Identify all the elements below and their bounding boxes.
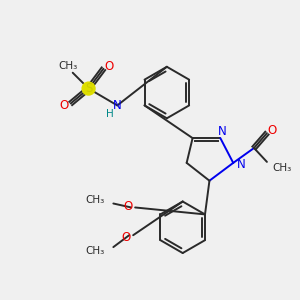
- Text: O: O: [124, 200, 133, 213]
- Circle shape: [82, 82, 95, 95]
- Text: N: N: [237, 158, 245, 171]
- Text: S: S: [85, 82, 92, 95]
- Text: CH₃: CH₃: [58, 61, 77, 71]
- Text: CH₃: CH₃: [273, 163, 292, 173]
- Text: N: N: [218, 125, 227, 138]
- Text: O: O: [122, 231, 131, 244]
- Text: CH₃: CH₃: [85, 246, 104, 256]
- Text: H: H: [106, 109, 114, 119]
- Text: N: N: [113, 99, 122, 112]
- Text: O: O: [267, 124, 277, 137]
- Text: CH₃: CH₃: [85, 194, 104, 205]
- Text: O: O: [105, 60, 114, 73]
- Text: O: O: [59, 99, 68, 112]
